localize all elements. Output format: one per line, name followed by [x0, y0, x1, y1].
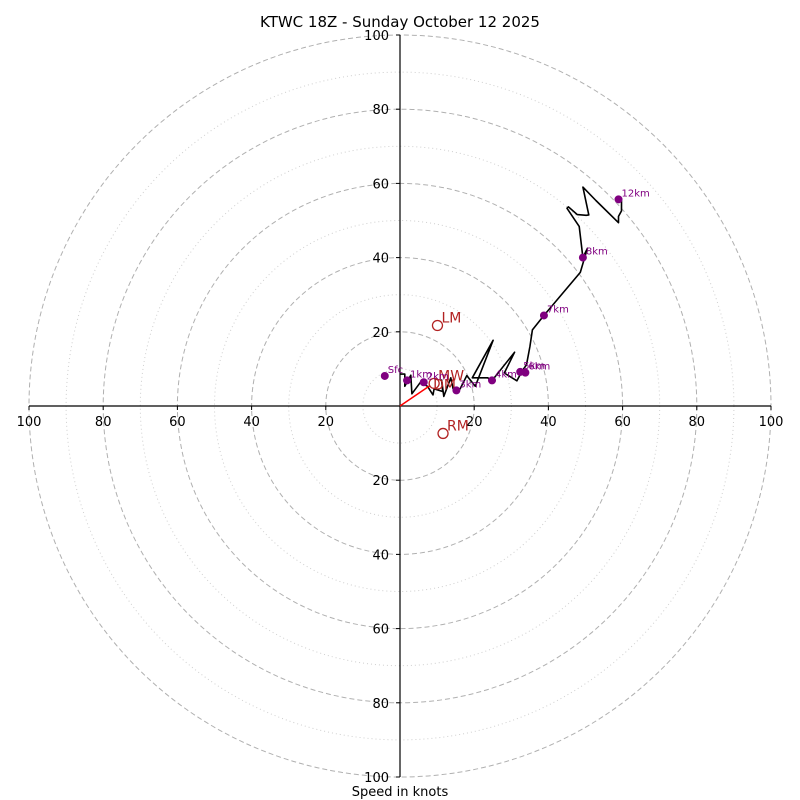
x-axis-label: Speed in knots	[352, 785, 449, 800]
km-point-1km	[403, 376, 412, 385]
km-label-4km: 4km	[495, 369, 517, 380]
lm-label: LM	[441, 310, 461, 326]
hodograph-line	[400, 186, 623, 398]
tick-labels: 100 100 100 100 80 80 80 80 60 60 60 60 40 40 40 40 20 20…	[17, 29, 784, 786]
storm-motions: LM MW RM DM	[428, 310, 469, 440]
y-tick-label: 40	[372, 252, 389, 267]
km-point-4km	[488, 376, 497, 385]
km-label-8km: 8km	[586, 247, 608, 258]
x-tick-label: 80	[95, 415, 112, 430]
x-tick-label: 60	[614, 415, 631, 430]
km-point-2km	[419, 378, 428, 387]
x-tick-label: 60	[169, 415, 186, 430]
y-tick-label: 100	[364, 771, 389, 786]
km-point-sfc	[380, 371, 389, 380]
x-tick-label: 40	[540, 415, 557, 430]
km-label-2km: 2km	[427, 371, 449, 382]
km-point-8km	[578, 253, 587, 262]
x-tick-label: 20	[466, 415, 483, 430]
x-tick-label: 100	[759, 415, 784, 430]
chart-title: KTWC 18Z - Sunday October 12 2025	[260, 13, 540, 31]
x-tick-label: 40	[243, 415, 260, 430]
km-label-sfc: Sfc	[388, 365, 403, 376]
km-point-7km	[539, 311, 548, 320]
x-tick-label: 20	[318, 415, 335, 430]
km-point-3km	[452, 386, 461, 395]
km-label-5km: 5km	[523, 361, 545, 372]
y-tick-label: 80	[372, 103, 389, 118]
y-tick-label: 100	[364, 29, 389, 44]
dm-label: DM	[433, 377, 456, 393]
mw-marker	[428, 377, 440, 390]
rm-marker	[437, 427, 449, 440]
km-label-7km: 7km	[547, 304, 569, 315]
y-tick-label: 80	[372, 697, 389, 712]
lm-marker	[431, 319, 444, 332]
y-tick-label: 20	[372, 474, 389, 489]
y-tick-label: 40	[372, 548, 389, 563]
y-tick-label: 20	[372, 326, 389, 341]
mw-label: MW	[438, 368, 464, 384]
km-point-6km	[521, 368, 530, 377]
x-tick-label: 100	[17, 415, 42, 430]
km-point-12km	[614, 195, 623, 204]
km-label-6km: 6km	[528, 362, 550, 373]
y-tick-label: 60	[372, 623, 389, 638]
y-tick-label: 60	[372, 177, 389, 192]
km-label-12km: 12km	[622, 188, 650, 199]
km-label-1km: 1km	[410, 369, 432, 380]
rm-label: RM	[447, 418, 469, 434]
x-tick-label: 80	[689, 415, 706, 430]
km-label-3km: 3km	[459, 379, 481, 390]
